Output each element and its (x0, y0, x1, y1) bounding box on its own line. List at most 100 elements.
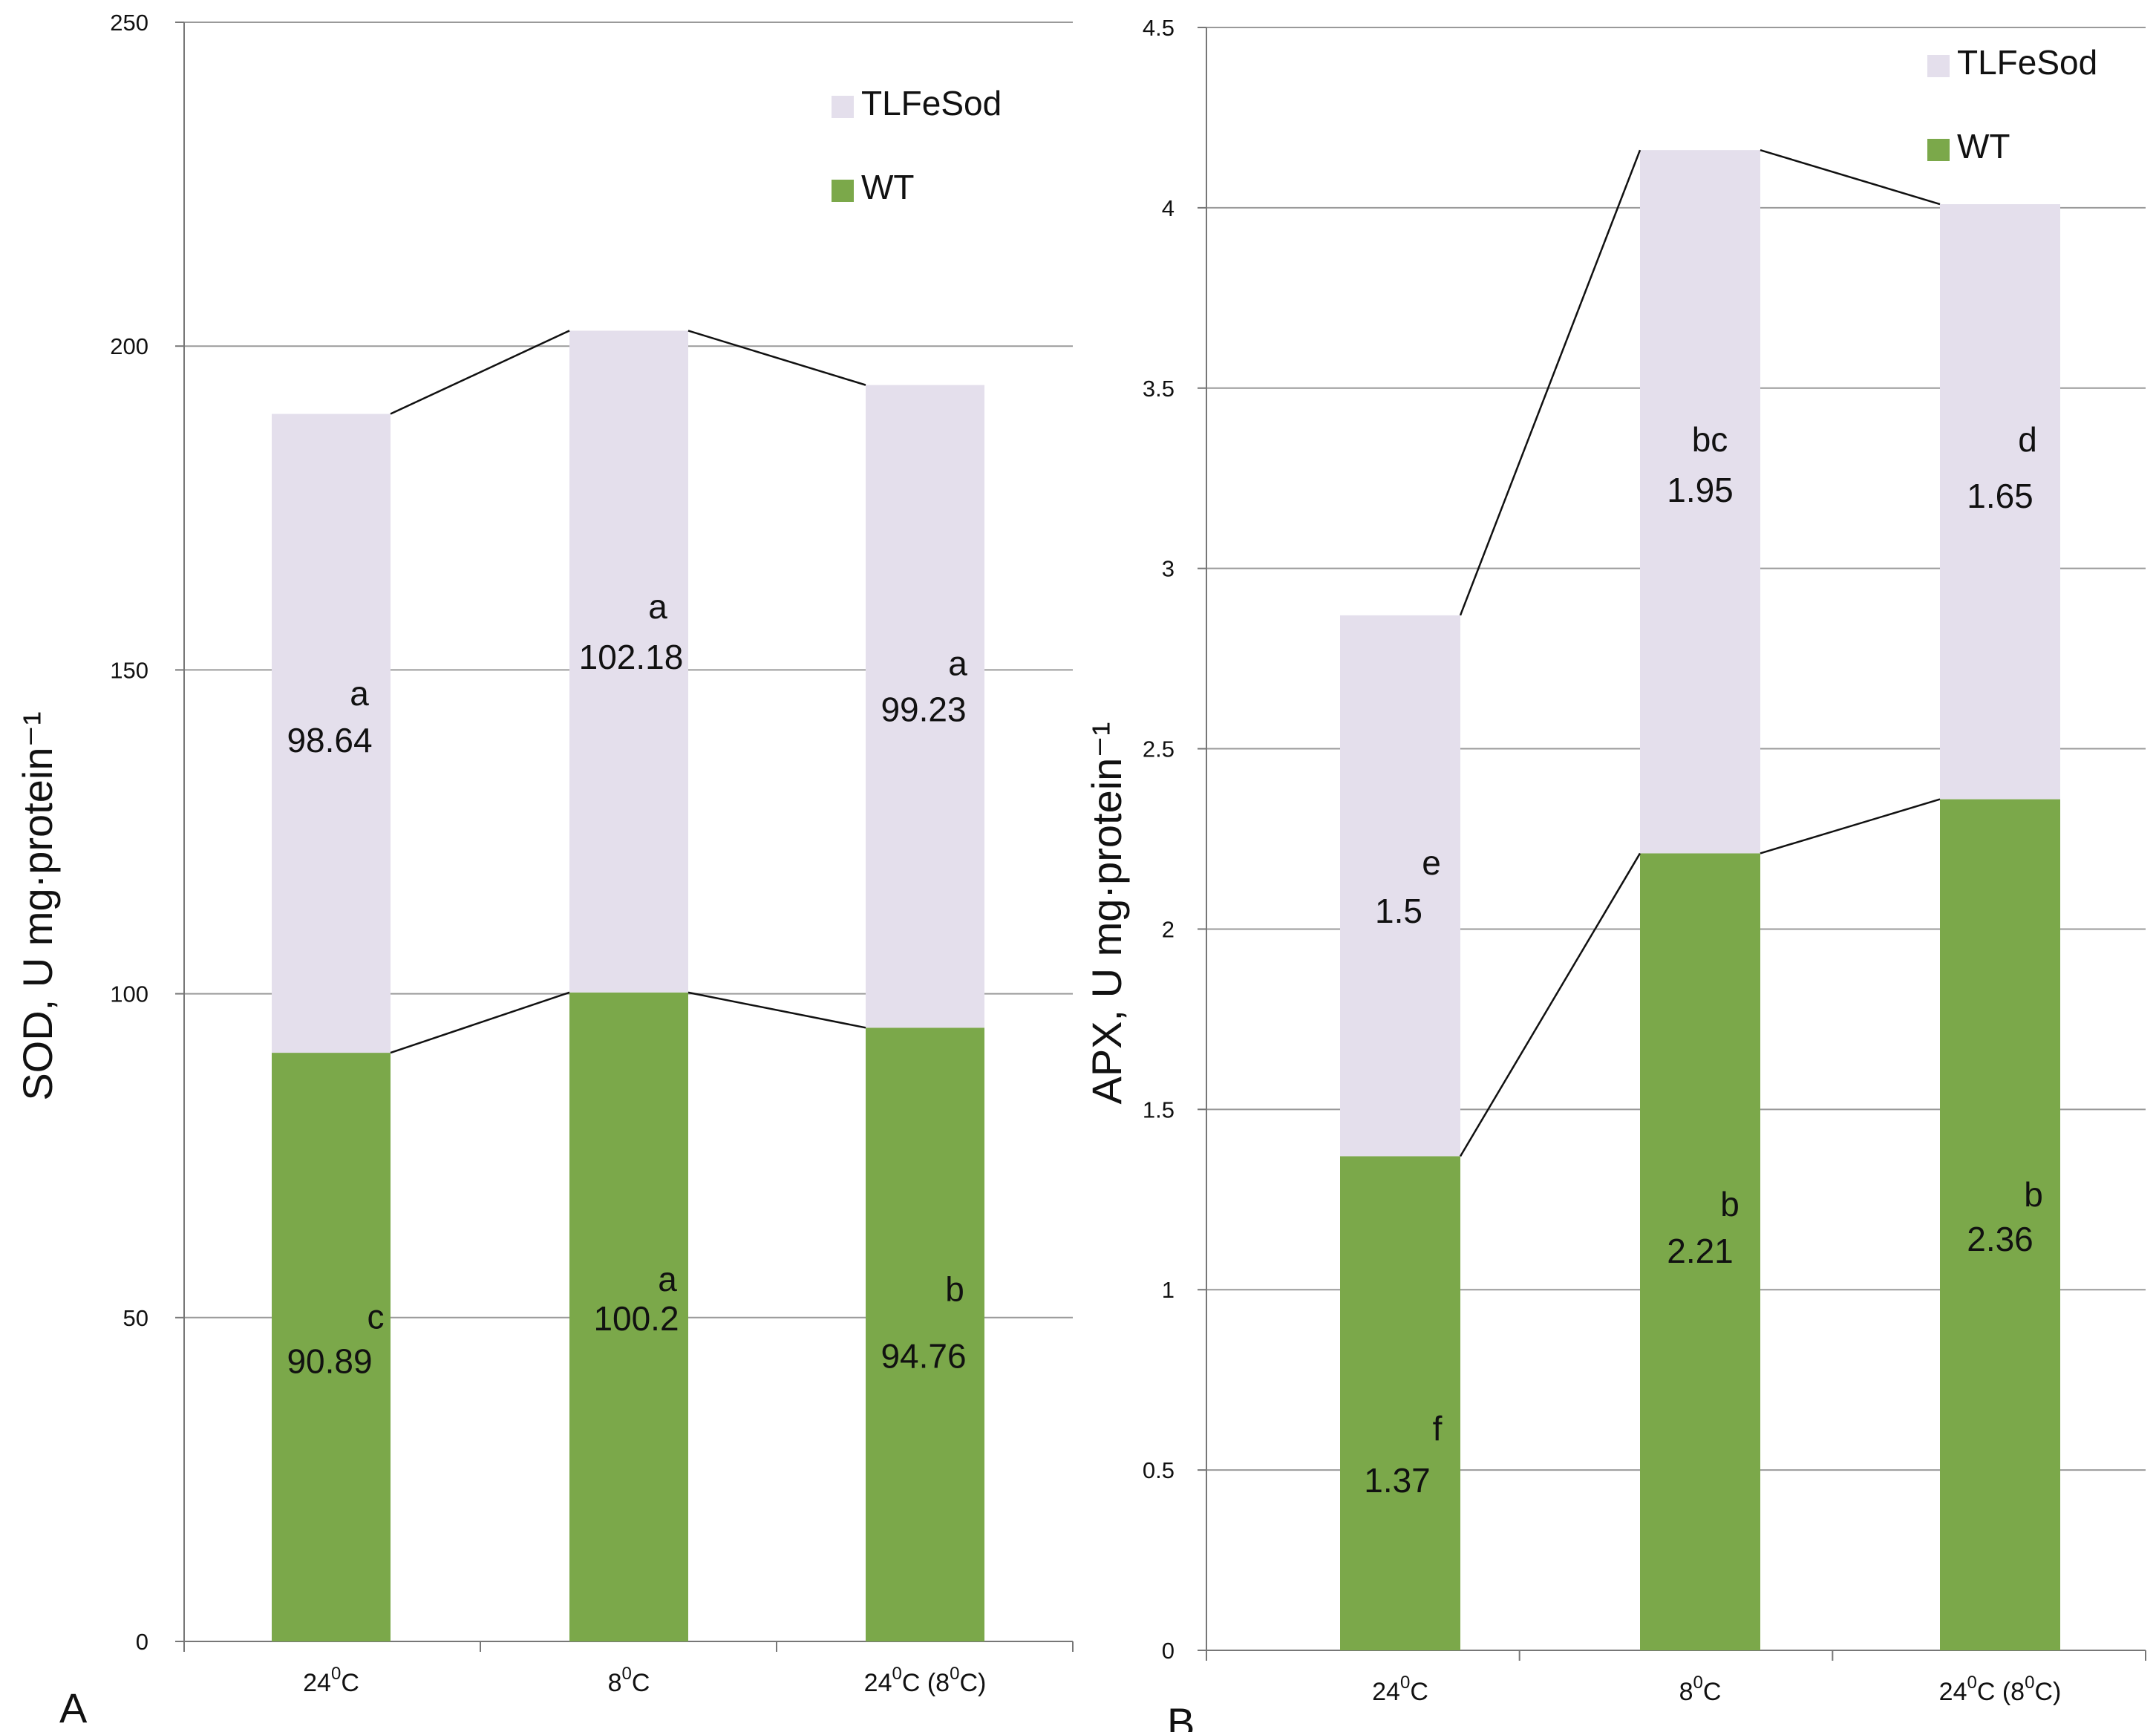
x-tick-label-unit: C (1703, 1678, 1722, 1706)
significance-letter-tlfesod: e (1422, 843, 1441, 882)
y-tick-label: 0.5 (1143, 1457, 1175, 1483)
significance-letter-tlfesod: bc (1692, 420, 1728, 459)
data-label-wt: 1.37 (1364, 1461, 1431, 1500)
series-line-wt (1459, 852, 1642, 1157)
data-label-tlfesod: 102.18 (579, 638, 684, 676)
x-tick-label: 80C (608, 1664, 650, 1697)
chart-panel-a: 050100150200250240Cc90.89a98.6480Ca100.2… (14, 10, 1074, 1731)
data-label-tlfesod: 1.5 (1375, 892, 1422, 930)
x-tick-label-tail: ) (2053, 1678, 2061, 1706)
legend-label-wt: WT (861, 168, 915, 206)
legend-swatch-tlfesod (832, 96, 854, 118)
x-tick-label-superscript: 0 (331, 1664, 341, 1684)
bar-tlfesod (866, 385, 984, 1028)
series-line-tlfesod (390, 330, 570, 415)
y-tick-label: 150 (110, 657, 148, 683)
bar-tlfesod (569, 330, 688, 993)
series-line-tlfesod (1760, 148, 1941, 206)
y-tick-label: 0 (1162, 1638, 1175, 1664)
legend-swatch-wt (1927, 139, 1950, 161)
x-tick-label-text: 24 (303, 1669, 331, 1697)
y-tick-label: 2.5 (1143, 736, 1175, 762)
y-tick-label: 50 (123, 1305, 148, 1331)
chart-panel-b: 00.511.522.533.544.5240Cf1.37e1.580Cb2.2… (1083, 15, 2146, 1732)
bar-wt (1640, 853, 1760, 1650)
legend-swatch-tlfesod (1927, 55, 1950, 77)
y-axis-label: SOD, U mg·protein⁻¹ (14, 711, 61, 1100)
x-tick-label-unit: C (341, 1669, 359, 1697)
legend: TLFeSod WT (1927, 43, 2097, 166)
bar-wt (569, 992, 688, 1641)
x-tick-label: 240C (303, 1664, 359, 1697)
series-line-tlfesod (687, 330, 866, 386)
x-tick-label-superscript: 0 (2025, 1673, 2034, 1693)
panel-label: B (1167, 1699, 1195, 1732)
legend-swatch-wt (832, 180, 854, 202)
x-tick-label-superscript: 0 (1400, 1673, 1410, 1693)
bar-wt (866, 1027, 984, 1641)
bar-tlfesod (1940, 204, 2060, 800)
legend-label-tlfesod: TLFeSod (861, 84, 1002, 122)
y-tick-label: 1.5 (1143, 1097, 1175, 1122)
y-tick-label: 2 (1162, 916, 1175, 942)
bar-tlfesod (272, 414, 391, 1053)
data-label-wt: 94.76 (881, 1337, 966, 1376)
series-line-wt (390, 991, 570, 1054)
y-axis-label: APX, U mg·protein⁻¹ (1083, 722, 1130, 1104)
x-tick-label-text: 8 (608, 1669, 622, 1697)
x-tick-label-unit: C (902, 1669, 921, 1697)
x-tick-label-superscript: 0 (950, 1664, 959, 1684)
significance-letter-wt: b (2024, 1175, 2043, 1214)
series-line-wt (687, 991, 866, 1029)
data-label-tlfesod: 99.23 (881, 690, 966, 728)
panel-label: A (59, 1684, 88, 1731)
significance-letter-tlfesod: a (350, 674, 369, 713)
x-tick-label-superscript: 0 (1967, 1673, 1976, 1693)
y-tick-label: 100 (110, 981, 148, 1007)
data-label-tlfesod: 1.65 (1967, 477, 2034, 515)
data-label-wt: 100.2 (593, 1299, 679, 1338)
x-tick-label-unit: C (959, 1669, 978, 1697)
bar-tlfesod (1340, 615, 1460, 1157)
y-tick-label: 200 (110, 333, 148, 359)
significance-letter-wt: c (368, 1298, 385, 1336)
x-tick-label-suffix: (8 (1995, 1678, 2025, 1706)
bar-wt (272, 1053, 391, 1641)
data-label-wt: 2.21 (1667, 1232, 1734, 1270)
x-tick-label-superscript: 0 (622, 1664, 632, 1684)
x-tick-label-text: 8 (1679, 1678, 1693, 1706)
x-tick-label: 240C (80C) (864, 1664, 987, 1697)
significance-letter-tlfesod: a (648, 587, 667, 626)
legend-label-wt: WT (1957, 127, 2010, 166)
y-tick-label: 3 (1162, 556, 1175, 582)
significance-letter-wt: b (1720, 1185, 1740, 1223)
data-label-wt: 90.89 (287, 1342, 372, 1381)
y-tick-label: 0 (136, 1629, 148, 1655)
series-line-wt (1760, 798, 1941, 854)
x-tick-label: 240C (1372, 1673, 1428, 1706)
x-tick-label-superscript: 0 (892, 1664, 901, 1684)
x-tick-label-text: 24 (1939, 1678, 1967, 1706)
bar-wt (1340, 1156, 1460, 1650)
significance-letter-wt: f (1433, 1409, 1443, 1448)
x-tick-label-text: 24 (864, 1669, 892, 1697)
y-tick-label: 3.5 (1143, 376, 1175, 402)
bar-tlfesod (1640, 150, 1760, 854)
x-tick-label-unit: C (1977, 1678, 1996, 1706)
significance-letter-tlfesod: a (948, 644, 967, 682)
x-tick-label: 80C (1679, 1673, 1722, 1706)
x-tick-label-unit: C (2034, 1678, 2053, 1706)
x-tick-label-unit: C (1410, 1678, 1428, 1706)
x-tick-label-tail: ) (978, 1669, 986, 1697)
legend-label-tlfesod: TLFeSod (1957, 43, 2097, 82)
data-label-tlfesod: 98.64 (287, 721, 372, 759)
x-tick-label-suffix: (8 (920, 1669, 950, 1697)
bar-wt (1940, 799, 2060, 1650)
y-tick-label: 250 (110, 10, 148, 36)
series-line-tlfesod (1459, 149, 1642, 616)
x-tick-label-superscript: 0 (1693, 1673, 1703, 1693)
legend: TLFeSod WT (832, 84, 1002, 206)
y-tick-label: 4.5 (1143, 15, 1175, 41)
significance-letter-wt: a (658, 1260, 677, 1298)
significance-letter-wt: b (945, 1270, 964, 1309)
